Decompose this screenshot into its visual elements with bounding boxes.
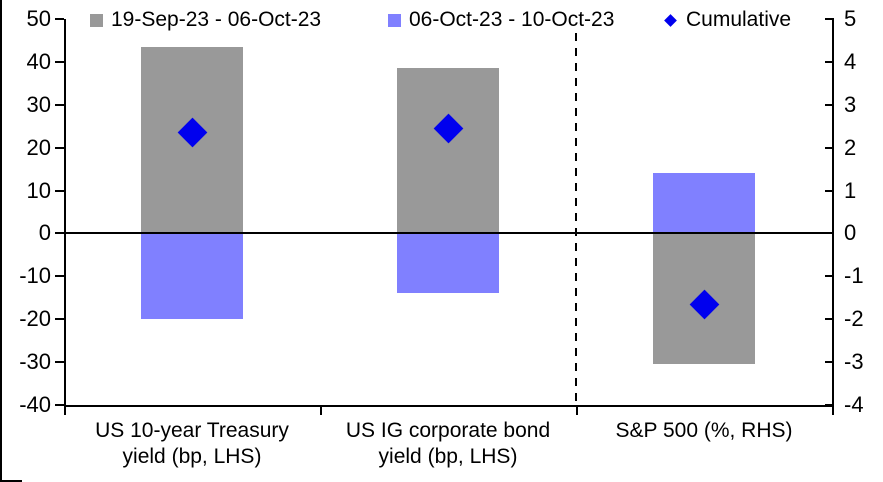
rhs-axis-tick [825,61,834,63]
chart-legend: 19-Sep-23 - 06-Oct-23 06-Oct-23 - 10-Oct-… [0,7,883,33]
bottom-axis-tick [320,405,322,415]
rhs-axis-tick [825,104,834,106]
category-label-line: S&P 500 (%, RHS) [615,419,793,442]
bottom-axis-tick [576,405,578,415]
lhs-axis-tick [55,232,64,234]
rhs-axis-tick-label: 0 [844,220,857,245]
lhs-axis-tick [55,147,64,149]
rhs-axis-tick-label: 1 [844,178,857,203]
rhs-axis-tick [825,361,834,363]
rhs-axis-tick [825,232,834,234]
lhs-axis-tick-label: -40 [19,392,51,417]
dashed-separator-line [575,33,577,405]
rhs-axis-tick [825,275,834,277]
legend-label-series2: Cumulative [686,8,792,31]
category-label-line: US IG corporate bond [345,419,551,442]
lhs-axis-tick-label: -20 [19,306,51,331]
lhs-axis-tick [55,318,64,320]
rhs-axis-tick-label: -4 [844,392,864,417]
legend-cumulative-diamond-icon [664,13,677,27]
lhs-axis-tick-label: 10 [26,178,51,203]
category-label-line: yield (bp, LHS) [378,445,518,468]
lhs-axis-tick [55,361,64,363]
legend-label-series1: 06-Oct-23 - 10-Oct-23 [409,8,615,31]
right-axis-line [832,19,834,407]
rhs-axis-tick-label: -3 [844,349,864,374]
lhs-axis-tick-label: 50 [26,6,51,31]
rhs-axis-tick-label: -1 [844,263,864,288]
bar-series1-cat0 [141,233,243,319]
lhs-axis-tick [55,190,64,192]
category-label-line: yield (bp, LHS) [122,445,262,468]
lhs-axis-tick-label: -30 [19,349,51,374]
lhs-axis-tick-label: 40 [26,49,51,74]
bottom-axis-line [64,405,834,407]
lhs-axis-tick [55,18,64,20]
lhs-axis-tick-label: 20 [26,135,51,160]
rhs-axis-tick [825,190,834,192]
legend-swatch-series1 [388,13,401,27]
rhs-axis-tick [825,18,834,20]
lhs-axis-tick-label: 30 [26,92,51,117]
bottom-axis-tick [832,405,834,415]
legend-item-1: 06-Oct-23 - 10-Oct-23 [388,7,614,33]
lhs-axis-tick-label: 0 [38,220,51,245]
rhs-axis-tick [825,318,834,320]
frame-bottom-border [0,480,22,482]
lhs-axis-tick-label: -10 [19,263,51,288]
legend-item-2: Cumulative [663,7,791,33]
lhs-axis-tick [55,61,64,63]
frame-left-border [0,0,2,482]
bar-series1-cat2 [653,173,755,233]
category-label-line: US 10-year Treasury [95,419,289,442]
rhs-axis-tick-label: -2 [844,306,864,331]
rhs-axis-tick-label: 5 [844,6,857,31]
legend-label-series0: 19-Sep-23 - 06-Oct-23 [111,8,322,31]
category-label-0: US 10-year Treasury yield (bp, LHS) [64,418,320,470]
legend-swatch-series0 [90,13,103,27]
bottom-axis-tick [64,405,66,415]
rhs-axis-tick-label: 4 [844,49,857,74]
lhs-axis-tick [55,275,64,277]
zero-line [64,232,834,234]
bar-series0-cat1 [397,68,499,233]
rhs-axis-tick [825,147,834,149]
lhs-axis-tick [55,104,64,106]
rhs-axis-tick-label: 2 [844,135,857,160]
left-axis-line [64,19,66,407]
bar-series1-cat1 [397,233,499,293]
legend-item-0: 19-Sep-23 - 06-Oct-23 [90,7,321,33]
category-label-2: S&P 500 (%, RHS) [576,418,832,444]
lhs-axis-tick [55,404,64,406]
rhs-axis-tick-label: 3 [844,92,857,117]
rhs-axis-tick [825,404,834,406]
category-label-1: US IG corporate bond yield (bp, LHS) [320,418,576,470]
